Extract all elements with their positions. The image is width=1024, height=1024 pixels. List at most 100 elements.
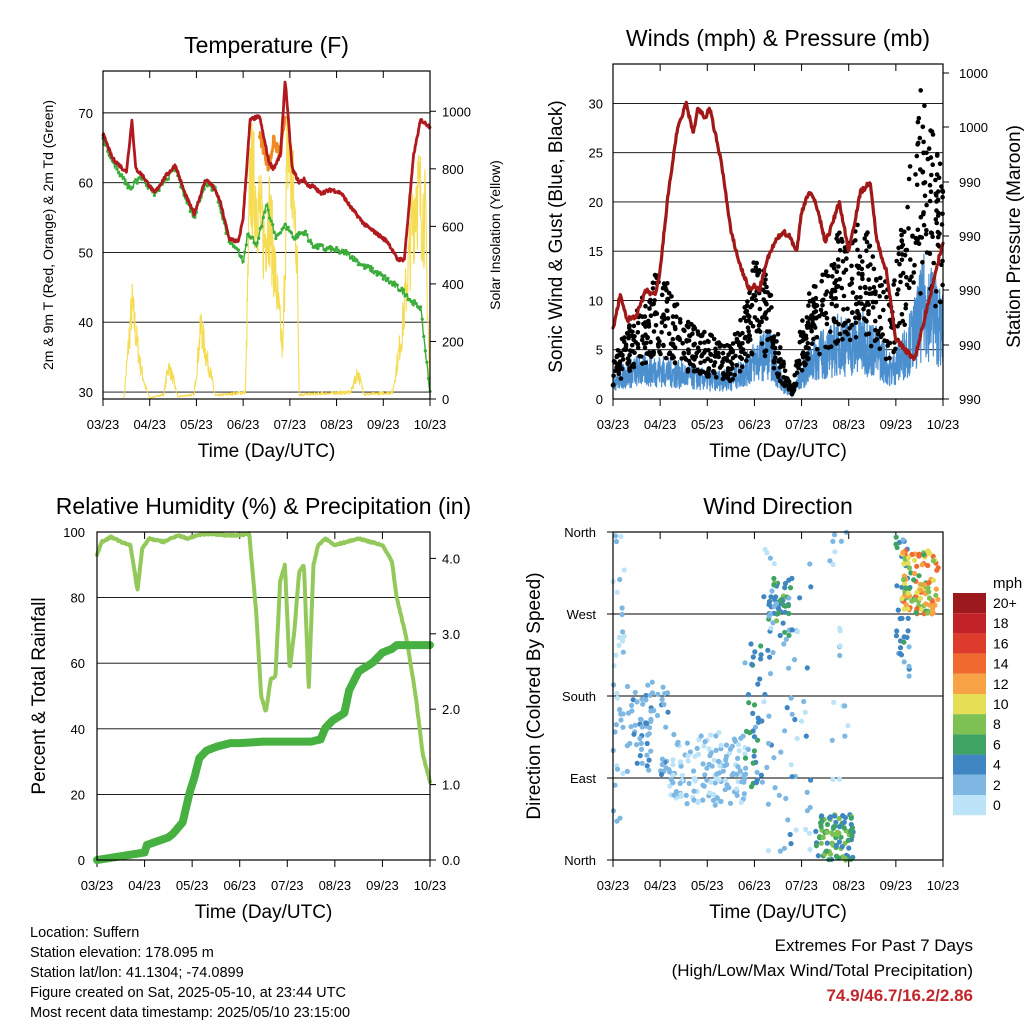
- gust-point: [776, 359, 782, 364]
- gust-point: [769, 305, 774, 310]
- gust-point: [899, 257, 905, 263]
- gust-point: [730, 348, 735, 353]
- direction-point: [617, 576, 623, 583]
- legend-title: mph: [993, 575, 1022, 592]
- direction-point: [807, 561, 813, 567]
- direction-point: [659, 756, 666, 762]
- dir-ytick-label: South: [562, 689, 596, 704]
- gust-point: [813, 315, 819, 321]
- direction-point: [905, 615, 911, 622]
- direction-point: [777, 848, 784, 854]
- gust-point: [698, 360, 703, 366]
- direction-point: [670, 772, 676, 778]
- gust-point: [659, 320, 665, 325]
- dewpoint-point: [261, 215, 265, 220]
- legend-swatch: [953, 613, 986, 634]
- gust-point: [743, 334, 748, 340]
- gust-point: [651, 349, 656, 354]
- temperature-xtick-label: 10/23: [414, 417, 447, 432]
- humidity-xtick-label: 04/23: [128, 878, 161, 893]
- direction-point: [842, 733, 848, 739]
- direction-point: [913, 610, 919, 616]
- gust-point: [820, 272, 825, 278]
- gust-point: [800, 350, 806, 355]
- recent-text: Most recent data timestamp: 2025/05/10 2…: [30, 1005, 351, 1021]
- direction-point: [752, 724, 759, 730]
- gust-point: [854, 295, 859, 300]
- direction-point: [901, 576, 907, 583]
- gust-point: [885, 343, 890, 348]
- direction-point: [893, 633, 900, 639]
- gust-point: [928, 128, 933, 133]
- legend-swatch: [953, 593, 986, 614]
- direction-point: [712, 802, 718, 808]
- gust-point: [900, 242, 906, 248]
- gust-point: [655, 336, 661, 341]
- humidity-title: Relative Humidity (%) & Precipitation (i…: [56, 493, 471, 519]
- direction-point: [747, 730, 753, 736]
- gust-point: [860, 276, 865, 282]
- direction-point: [751, 702, 758, 708]
- gust-point: [692, 326, 698, 331]
- dewpoint-point: [286, 225, 290, 229]
- direction-point: [836, 815, 842, 822]
- direction-point: [804, 808, 811, 814]
- gust-point: [924, 250, 930, 255]
- direction-point: [749, 661, 755, 667]
- gust-point: [906, 176, 912, 182]
- direction-point: [620, 649, 626, 655]
- gust-point: [727, 378, 733, 384]
- direction-point: [663, 724, 669, 730]
- gust-point: [895, 324, 900, 329]
- direction-point: [848, 856, 854, 862]
- location-text: Location: Suffern: [30, 925, 140, 941]
- dewpoint-point: [398, 289, 403, 293]
- direction-point: [706, 746, 712, 752]
- gust-point: [659, 330, 664, 335]
- gust-point: [749, 350, 754, 356]
- direction-point: [658, 771, 665, 778]
- gust-point: [614, 353, 620, 359]
- station-info: Location: Suffern Station elevation: 178…: [30, 923, 350, 1023]
- gust-point: [706, 374, 711, 379]
- direction-point: [922, 582, 928, 588]
- gust-point: [918, 88, 923, 93]
- direction-point: [789, 711, 795, 717]
- direction-point: [802, 709, 808, 716]
- direction-point: [745, 746, 751, 753]
- extremes-subtitle: (High/Low/Max Wind/Total Precipitation): [671, 961, 973, 980]
- direction-point: [684, 801, 690, 807]
- gust-point: [643, 303, 648, 309]
- direction-point: [838, 538, 845, 544]
- gust-point: [738, 317, 743, 323]
- direction-point: [761, 699, 767, 705]
- gust-point: [918, 291, 923, 296]
- direction-point: [614, 818, 620, 824]
- direction-point: [612, 533, 619, 539]
- humidity-xtick-label: 10/23: [414, 878, 447, 893]
- gust-point: [847, 326, 852, 331]
- direction-point: [899, 596, 905, 602]
- gust-point: [920, 260, 925, 265]
- gust-point: [655, 342, 661, 347]
- direction-point: [637, 753, 643, 759]
- direction-point: [691, 768, 697, 774]
- direction-point: [637, 716, 644, 722]
- gust-point: [748, 320, 753, 326]
- direction-point: [807, 846, 813, 853]
- direction-point: [717, 763, 723, 769]
- gust-point: [855, 222, 860, 228]
- gust-point: [867, 286, 872, 291]
- direction-point: [678, 791, 684, 798]
- direction-point: [929, 611, 935, 617]
- direction-point: [893, 534, 899, 540]
- gust-point: [914, 182, 920, 188]
- direction-xtick-label: 05/23: [691, 878, 724, 893]
- gust-point: [917, 135, 923, 141]
- direction-point: [662, 690, 668, 697]
- direction-point: [914, 606, 920, 612]
- legend-label: 16: [993, 635, 1009, 651]
- gust-point: [834, 341, 839, 346]
- gust-point: [725, 366, 731, 371]
- dewpoint-point: [243, 250, 247, 254]
